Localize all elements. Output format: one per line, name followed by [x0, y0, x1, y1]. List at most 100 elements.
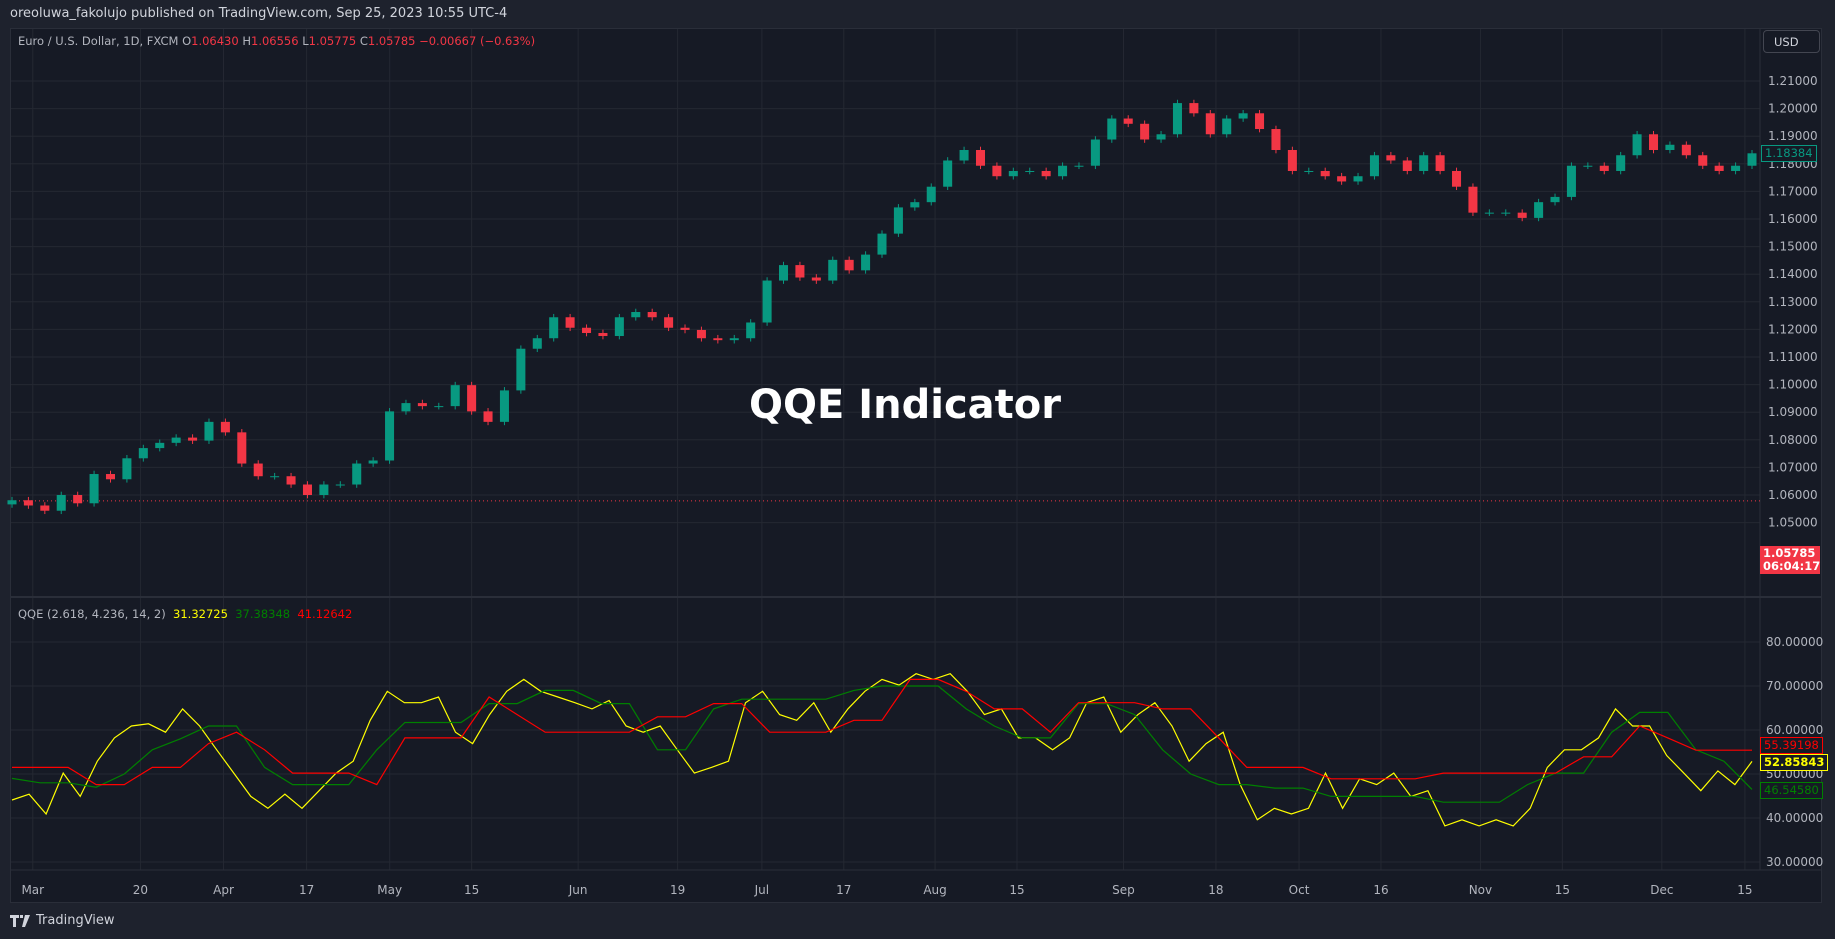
- candle-body: [1665, 144, 1675, 150]
- candle-body: [1090, 139, 1100, 166]
- candle-body: [1025, 170, 1035, 172]
- price-axis-label: 1.10000: [1768, 378, 1818, 392]
- candle-body: [664, 317, 674, 328]
- candle-body: [1501, 212, 1511, 214]
- time-axis-label: Jun: [568, 883, 588, 897]
- candle-body: [89, 474, 99, 504]
- qqe-name[interactable]: QQE (2.618, 4.236, 14, 2): [18, 607, 166, 621]
- candle-body: [467, 385, 477, 412]
- qqe-value-3: 41.12642: [297, 607, 353, 621]
- candle-body: [1041, 170, 1051, 177]
- currency-button[interactable]: USD: [1763, 30, 1820, 53]
- qqe-value-1: 31.32725: [173, 607, 228, 621]
- price-axis-label: 1.19000: [1768, 129, 1818, 143]
- candle-body: [237, 432, 247, 464]
- high-value: 1.06556: [251, 34, 299, 48]
- candle-body: [1222, 118, 1232, 135]
- candle-body: [1205, 113, 1215, 135]
- candle-body: [1255, 113, 1265, 130]
- candle-body: [1419, 155, 1429, 171]
- candle-body: [811, 277, 821, 281]
- time-axis-label: 15: [1555, 883, 1570, 897]
- candle-body: [516, 348, 526, 391]
- time-axis-label: 16: [1373, 883, 1388, 897]
- symbol-name[interactable]: Euro / U.S. Dollar, 1D, FXCM: [18, 34, 179, 48]
- qqe-red-label: 55.39198: [1760, 737, 1823, 754]
- candle-body: [631, 312, 641, 318]
- qqe-legend: QQE (2.618, 4.236, 14, 2) 31.32725 37.38…: [18, 607, 352, 621]
- chart-frame[interactable]: [10, 28, 1822, 903]
- candle-body: [1304, 170, 1314, 172]
- candle-body: [729, 338, 739, 341]
- price-axis-label: 1.14000: [1768, 267, 1818, 281]
- candle-body: [319, 484, 329, 495]
- price-axis-label: 1.09000: [1768, 405, 1818, 419]
- candle-body: [335, 484, 345, 486]
- candle-body: [582, 327, 592, 333]
- publisher-caption: oreoluwa_fakolujo published on TradingVi…: [10, 6, 508, 21]
- candle-body: [1681, 144, 1691, 156]
- high-label: H: [242, 34, 251, 48]
- candle-body: [188, 437, 198, 441]
- candle-body: [893, 207, 903, 234]
- candle-body: [549, 317, 559, 339]
- candle-body: [7, 500, 17, 505]
- candle-body: [1747, 153, 1757, 166]
- price-axis-label: 1.17000: [1768, 184, 1818, 198]
- candle-body: [680, 327, 690, 330]
- price-axis-label: 1.11000: [1768, 350, 1818, 364]
- candle-body: [1534, 202, 1544, 218]
- qqe-green-label: 46.54580: [1760, 782, 1823, 799]
- brand-name: TradingView: [36, 913, 115, 928]
- candle-body: [598, 332, 608, 337]
- candle-body: [1517, 212, 1527, 218]
- candle-body: [1731, 165, 1741, 171]
- candle-body: [1550, 196, 1560, 203]
- candle-body: [1353, 176, 1363, 182]
- symbol-legend: Euro / U.S. Dollar, 1D, FXCM O1.06430 H1…: [18, 34, 535, 48]
- candle-body: [286, 476, 296, 485]
- candle-body: [614, 317, 624, 337]
- candle-body: [171, 437, 181, 443]
- candle-body: [368, 460, 378, 464]
- time-axis-label: Aug: [923, 883, 946, 897]
- candle-body: [1583, 165, 1593, 167]
- qqe-axis-label: 30.00000: [1766, 855, 1823, 869]
- candle-body: [1369, 155, 1379, 177]
- qqe-axis-label: 70.00000: [1766, 679, 1823, 693]
- candle-body: [828, 259, 838, 281]
- candle-body: [696, 329, 706, 339]
- candle-body: [877, 233, 887, 255]
- candle-body: [1386, 155, 1396, 161]
- candle-body: [943, 160, 953, 187]
- candle-body: [1123, 118, 1133, 124]
- candle-body: [73, 495, 83, 504]
- candle-body: [434, 406, 444, 408]
- candle-body: [204, 421, 214, 441]
- time-axis-label: 15: [464, 883, 479, 897]
- candle-body: [385, 411, 395, 461]
- candle-body: [220, 421, 230, 433]
- candle-body: [40, 505, 50, 511]
- candle-body: [926, 186, 936, 203]
- candle-body: [302, 484, 312, 495]
- change-value: −0.00667 (−0.63%): [419, 34, 536, 48]
- candle-body: [1632, 134, 1642, 156]
- price-marker-label: 1.18384: [1761, 145, 1817, 162]
- candle-body: [910, 202, 920, 208]
- price-axis-label: 1.21000: [1768, 74, 1818, 88]
- candle-body: [56, 495, 66, 511]
- time-axis-label: Apr: [213, 883, 234, 897]
- price-axis-label: 1.06000: [1768, 488, 1818, 502]
- candle-body: [746, 322, 756, 339]
- candle-body: [795, 265, 805, 278]
- time-axis-label: 17: [299, 883, 314, 897]
- candle-body: [861, 254, 871, 271]
- open-label: O: [182, 34, 192, 48]
- candle-body: [450, 385, 460, 407]
- price-axis-label: 1.12000: [1768, 322, 1818, 336]
- price-axis-label: 1.15000: [1768, 240, 1818, 254]
- footer-brand[interactable]: TradingView: [10, 913, 115, 928]
- qqe-fast-line: [11, 673, 1753, 827]
